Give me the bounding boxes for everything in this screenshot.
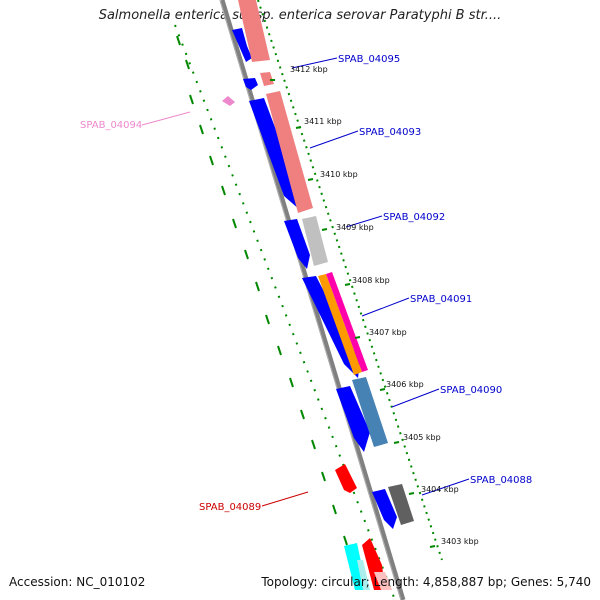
gene-label[interactable]: SPAB_04092 [383, 212, 445, 223]
cog-salmon-small [260, 72, 274, 86]
gene-label[interactable]: SPAB_04091 [410, 294, 472, 305]
cds-spab-04090-arrow[interactable] [336, 386, 370, 452]
tick-label: 3411 kbp [304, 117, 342, 126]
label-leaders [141, 57, 470, 507]
cog-salmon-top [238, 0, 270, 62]
cds-cyan-bottom-light[interactable] [357, 560, 370, 590]
tick-label: 3405 kbp [403, 433, 441, 442]
cog-steelblue-spab-04090 [352, 377, 388, 447]
cds-spab-04093-arrow[interactable] [249, 98, 300, 210]
cds-spab-04091-arrow[interactable] [302, 276, 360, 378]
gene-label[interactable]: SPAB_04094 [80, 120, 142, 131]
accession-text: Accession: NC_010102 [9, 575, 146, 589]
tick-label: 3409 kbp [336, 223, 374, 232]
tick-label: 3406 kbp [386, 380, 424, 389]
tick-label: 3404 kbp [421, 485, 459, 494]
tick-label: 3412 kbp [290, 65, 328, 74]
genome-title: Salmonella enterica subsp. enterica sero… [98, 8, 502, 23]
genome-backbone-highlight [219, 0, 402, 600]
cds-spab-04094[interactable] [222, 96, 235, 106]
cds-pink-bottom[interactable] [374, 572, 392, 590]
gene-label[interactable]: SPAB_04088 [470, 475, 532, 486]
genome-backbone [219, 0, 406, 600]
gene-label[interactable]: SPAB_04093 [359, 127, 421, 138]
tick-label: 3410 kbp [320, 170, 358, 179]
outer-ring-dashes [176, 35, 348, 546]
scale-dash-marks [270, 79, 436, 548]
tick-labels: 3412 kbp 3411 kbp 3410 kbp 3409 kbp 3408… [290, 65, 479, 546]
cog-darkgrey-spab-04088 [388, 484, 414, 525]
genome-summary-text: Topology: circular; Length: 4,858,887 bp… [261, 575, 591, 589]
gene-label[interactable]: SPAB_04089 [199, 502, 261, 513]
gene-labels: SPAB_04095 SPAB_04094 SPAB_04093 SPAB_04… [80, 54, 532, 513]
cog-orange-spab-04091 [318, 274, 362, 375]
gene-label[interactable]: SPAB_04090 [440, 385, 502, 396]
cog-magenta-spab-04091 [326, 272, 368, 372]
scale-dotted-ring [257, 0, 443, 561]
tick-label: 3407 kbp [369, 328, 407, 337]
cog-grey-spab-04092 [302, 216, 328, 266]
cds-spab-04089-arrow[interactable] [335, 464, 357, 493]
tick-label: 3408 kbp [352, 276, 390, 285]
cog-salmon-spab-04093 [266, 91, 313, 213]
cds-spab-04092-arrow[interactable] [284, 219, 310, 269]
gene-label[interactable]: SPAB_04095 [338, 54, 400, 65]
cds-spab-04088-arrow[interactable] [372, 489, 397, 529]
tick-label: 3403 kbp [441, 537, 479, 546]
cds-small-arrow[interactable] [243, 78, 258, 90]
cds-spab-04095-arrow[interactable] [232, 28, 252, 62]
